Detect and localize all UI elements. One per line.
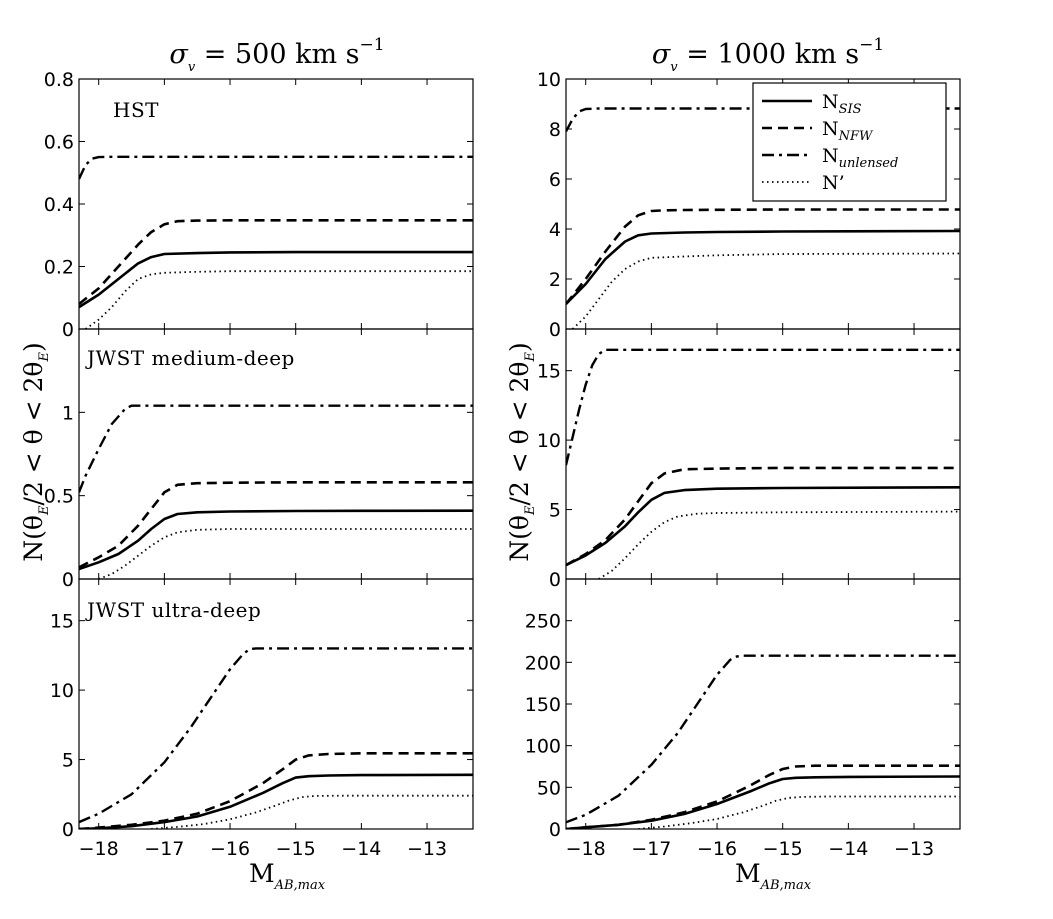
series-line-n-sis xyxy=(79,773,473,829)
y-tick-label: 250 xyxy=(525,611,561,633)
panel-title: HST xyxy=(113,98,159,122)
y-tick-label: 0 xyxy=(62,819,74,841)
panel-title: JWST ultra-deep xyxy=(85,598,261,622)
legend: NSIS NNFW Nunlensed N’ xyxy=(752,82,947,202)
x-tick-label: −13 xyxy=(894,838,934,860)
series-line-n-nfw xyxy=(566,208,960,305)
series-line-n-unlensed xyxy=(566,348,960,466)
series-line-n- xyxy=(571,252,960,329)
y-tick-label: 150 xyxy=(525,694,561,716)
series-line-n-nfw xyxy=(79,219,473,306)
panel-title: JWST medium-deep xyxy=(85,346,295,370)
y-tick-label: 50 xyxy=(537,777,561,799)
x-axis-label-left: MAB,max xyxy=(249,859,326,893)
x-tick-label: −13 xyxy=(407,838,447,860)
y-tick-label: 15 xyxy=(537,361,561,383)
y-tick-label: 200 xyxy=(525,652,561,674)
column-title-1000: σv = 1000 km s−1 xyxy=(652,35,884,75)
series-line-n-sis xyxy=(566,229,960,305)
y-tick-label: 2 xyxy=(549,269,561,291)
y-tick-label: 10 xyxy=(50,680,74,702)
y-tick-label: 10 xyxy=(537,69,561,91)
y-tick-label: 4 xyxy=(549,219,561,241)
y-tick-label: 0 xyxy=(62,569,74,591)
series-line-n-nfw xyxy=(79,751,473,829)
axes-frame xyxy=(565,578,961,830)
y-axis-label-right: N(θE/2 < θ < 2θE) xyxy=(505,342,538,561)
series-line-n-sis xyxy=(79,509,473,571)
x-tick-label: −18 xyxy=(79,838,119,860)
y-tick-label: 0 xyxy=(549,819,561,841)
x-tick-label: −15 xyxy=(276,838,316,860)
series-line-n-unlensed xyxy=(566,654,960,824)
panel-jwst-ultra-1000: 0 50 100 150 200 250 −18 −17 −16 −15 −14 −13 xyxy=(525,578,961,860)
y-tick-label: 0 xyxy=(62,319,74,341)
series-line-n- xyxy=(85,270,473,329)
series-line-n-sis xyxy=(566,775,960,829)
series-line-n-nfw xyxy=(566,764,960,829)
series-line-n-sis xyxy=(79,250,473,309)
series-line-n-nfw xyxy=(566,466,960,567)
legend-label-sis: NSIS xyxy=(822,91,862,117)
series-line-n-unlensed xyxy=(79,155,473,180)
y-tick-label: 6 xyxy=(549,169,561,191)
x-tick-label: −17 xyxy=(144,838,184,860)
axes-frame xyxy=(565,328,961,580)
x-tick-label: −15 xyxy=(763,838,803,860)
x-tick-label: −16 xyxy=(697,838,737,860)
axes-frame xyxy=(78,578,474,830)
series-line-n-unlensed xyxy=(79,647,473,824)
x-tick-label: −18 xyxy=(566,838,606,860)
x-tick-label: −17 xyxy=(631,838,671,860)
x-axis-label-right: MAB,max xyxy=(735,859,812,893)
y-tick-label: 0.4 xyxy=(44,194,74,216)
panel-jwst-ultra-500: 0 5 10 15 −18 −17 −16 −15 −14 −13 JWST ultra-deep xyxy=(50,578,474,860)
legend-label-nfw: NNFW xyxy=(822,118,874,144)
column-title-500: σv = 500 km s−1 xyxy=(169,35,384,75)
x-tick-label: −16 xyxy=(210,838,250,860)
y-tick-label: 1 xyxy=(62,402,74,424)
y-tick-label: 5 xyxy=(62,750,74,772)
x-tick-label: −14 xyxy=(341,838,381,860)
legend-label-nprime: N’ xyxy=(822,172,845,194)
panel-jwst-medium-1000: 0 5 10 15 xyxy=(537,328,961,591)
series-line-n- xyxy=(98,528,473,579)
y-tick-label: 0 xyxy=(549,569,561,591)
legend-box xyxy=(752,82,947,202)
y-tick-label: 8 xyxy=(549,119,561,141)
series-line-n-nfw xyxy=(79,480,473,569)
y-tick-label: 0 xyxy=(549,319,561,341)
y-tick-label: 0.6 xyxy=(44,132,74,154)
series-line-n-unlensed xyxy=(566,107,960,133)
y-tick-label: 10 xyxy=(537,430,561,452)
y-axis-label-left: N(θE/2 < θ < 2θE) xyxy=(19,342,52,561)
panel-jwst-medium-500: 0 0.5 1 JWST medium-deep xyxy=(44,328,474,591)
y-tick-label: 5 xyxy=(549,500,561,522)
panel-hst-1000: 0 2 4 6 8 10 xyxy=(537,69,961,341)
y-tick-label: 15 xyxy=(50,611,74,633)
series-line-n-unlensed xyxy=(79,404,473,493)
series-line-n- xyxy=(598,510,960,579)
y-tick-label: 0.5 xyxy=(44,486,74,508)
y-tick-label: 100 xyxy=(525,736,561,758)
panel-hst-500: 0 0.2 0.4 0.6 0.8 HST xyxy=(44,69,474,341)
series-line-n-sis xyxy=(566,485,960,567)
y-tick-label: 0.8 xyxy=(44,69,74,91)
x-tick-label: −14 xyxy=(828,838,868,860)
legend-label-unlensed: Nunlensed xyxy=(822,145,898,171)
y-tick-label: 0.2 xyxy=(44,257,74,279)
